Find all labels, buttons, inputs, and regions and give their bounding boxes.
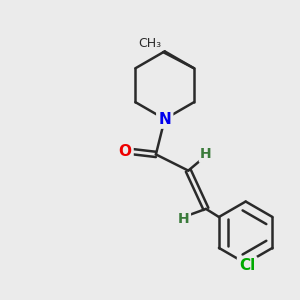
Text: CH₃: CH₃ [139, 37, 162, 50]
Text: Cl: Cl [239, 258, 255, 273]
Text: H: H [178, 212, 190, 226]
Text: N: N [158, 112, 171, 127]
Text: H: H [200, 147, 212, 161]
Text: O: O [118, 144, 131, 159]
